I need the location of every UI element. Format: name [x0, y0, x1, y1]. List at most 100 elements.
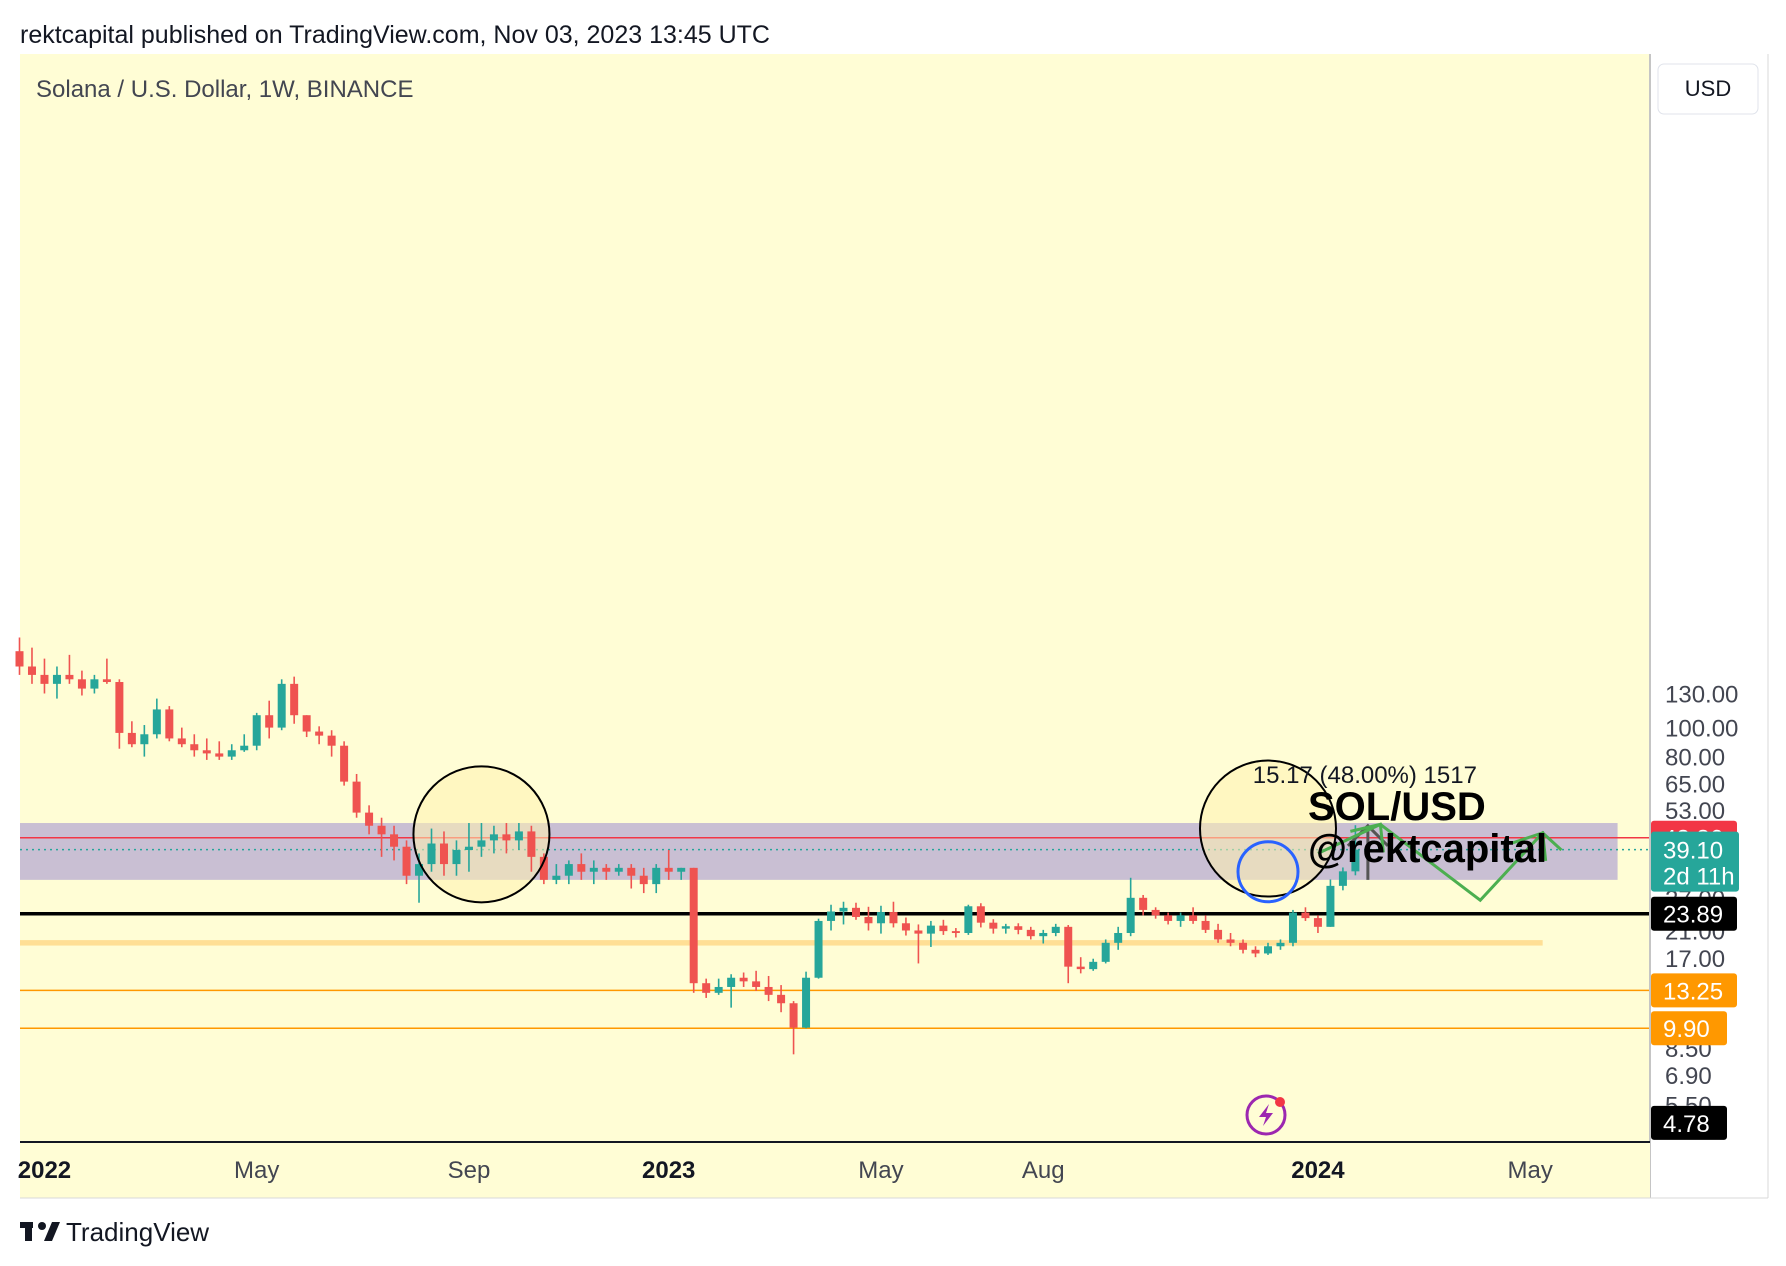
y-tick-label: 6.90: [1665, 1063, 1712, 1090]
candle-body: [864, 916, 873, 924]
y-tick-label: 100.00: [1665, 716, 1738, 743]
price-tag-label: 4.78: [1663, 1111, 1710, 1138]
candle-body: [290, 683, 299, 716]
candle-body: [402, 846, 411, 876]
candle-body: [1139, 897, 1148, 910]
candle-body: [1313, 918, 1322, 927]
highlight-circle-1: [1199, 759, 1337, 898]
candle-body: [1039, 932, 1048, 937]
tradingview-logo[interactable]: TradingView: [20, 1217, 209, 1247]
candle-body: [452, 850, 461, 865]
candle-body: [1326, 885, 1335, 927]
price-tag-label: 13.25: [1663, 978, 1723, 1005]
candle-body: [827, 911, 836, 921]
candle-body: [1026, 929, 1035, 937]
projection-arrow-2: [1512, 830, 1548, 862]
y-tick-label: 65.00: [1665, 772, 1725, 799]
candle-body: [1338, 871, 1347, 886]
candles-layer: [15, 637, 1360, 1055]
x-tick-label: 2023: [642, 1157, 695, 1184]
zone-1: [20, 940, 1543, 946]
tradingview-logo-icon: [20, 1222, 60, 1241]
candle-body: [664, 867, 673, 872]
x-tick-label: 2022: [18, 1157, 71, 1184]
candle-body: [439, 843, 448, 865]
candle-body: [340, 745, 349, 782]
candle-body: [52, 674, 61, 684]
y-tick-label: 80.00: [1665, 745, 1725, 772]
candle-body: [951, 931, 960, 933]
candle-body: [1251, 949, 1260, 954]
candle-body: [215, 753, 224, 757]
candle-body: [752, 981, 761, 987]
candle-body: [677, 867, 686, 872]
candle-body: [1051, 926, 1060, 933]
candle-body: [889, 912, 898, 924]
currency-button-label: USD: [1685, 76, 1731, 101]
candle-body: [727, 977, 736, 987]
candle-body: [1126, 897, 1135, 933]
lightning-icon[interactable]: [1245, 1094, 1287, 1136]
candle-body: [976, 906, 985, 923]
candle-body: [1114, 932, 1123, 943]
candle-body: [802, 977, 811, 1028]
candle-body: [514, 831, 523, 841]
measure-label: 15.17 (48.00%) 1517: [1253, 762, 1477, 789]
publish-header: rektcapital published on TradingView.com…: [20, 21, 770, 49]
price-tag-label: 23.89: [1663, 902, 1723, 929]
candle-body: [1264, 946, 1272, 954]
candle-body: [415, 864, 424, 876]
candle-body: [40, 674, 49, 684]
tradingview-brand-name: TradingView: [66, 1217, 209, 1247]
candle-body: [1351, 849, 1360, 872]
candle-body: [714, 986, 723, 993]
candle-body: [1101, 942, 1110, 962]
candle-body: [115, 682, 124, 733]
x-tick-label: May: [234, 1157, 279, 1184]
x-tick-label: May: [858, 1157, 903, 1184]
price-tag-label: 39.10: [1663, 838, 1723, 865]
candle-body: [65, 674, 74, 680]
candle-body: [639, 875, 648, 885]
candle-body: [1189, 915, 1198, 921]
candle-body: [1089, 961, 1098, 970]
candle-body: [252, 715, 261, 746]
currency-button[interactable]: USD: [1657, 63, 1759, 115]
candle-body: [926, 925, 935, 934]
blue-circle-2: [1236, 840, 1300, 904]
candle-body: [302, 715, 311, 732]
candle-body: [464, 846, 473, 851]
x-tick-label: Aug: [1022, 1157, 1065, 1184]
watermark-pair: SOL/USD: [1308, 785, 1486, 829]
candle-body: [539, 856, 548, 880]
candle-body: [876, 912, 885, 924]
candle-body: [140, 734, 149, 745]
candle-body: [764, 986, 773, 995]
candle-body: [77, 679, 86, 689]
price-tag-bg: [1651, 1105, 1727, 1140]
candle-body: [527, 831, 536, 857]
price-tag-bg: [1651, 831, 1739, 892]
y-tick-label: 53.00: [1665, 798, 1725, 825]
candle-body: [377, 825, 386, 835]
candle-body: [839, 907, 848, 912]
candle-body: [1151, 909, 1160, 916]
candle-body: [901, 923, 910, 931]
candle-body: [614, 867, 623, 872]
candle-body: [1064, 926, 1073, 967]
candle-body: [352, 781, 361, 813]
candle-body: [190, 744, 199, 751]
candle-body: [365, 812, 374, 826]
y-tick-label: 17.00: [1665, 946, 1725, 973]
candle-body: [477, 840, 486, 847]
candle-body: [427, 843, 436, 865]
candle-body: [489, 834, 498, 841]
symbol-title: Solana / U.S. Dollar, 1W, BINANCE: [36, 76, 413, 103]
candle-body: [777, 994, 786, 1004]
candle-body: [502, 834, 511, 841]
candle-body: [15, 651, 24, 667]
candle-body: [177, 738, 186, 745]
candle-body: [315, 731, 324, 736]
